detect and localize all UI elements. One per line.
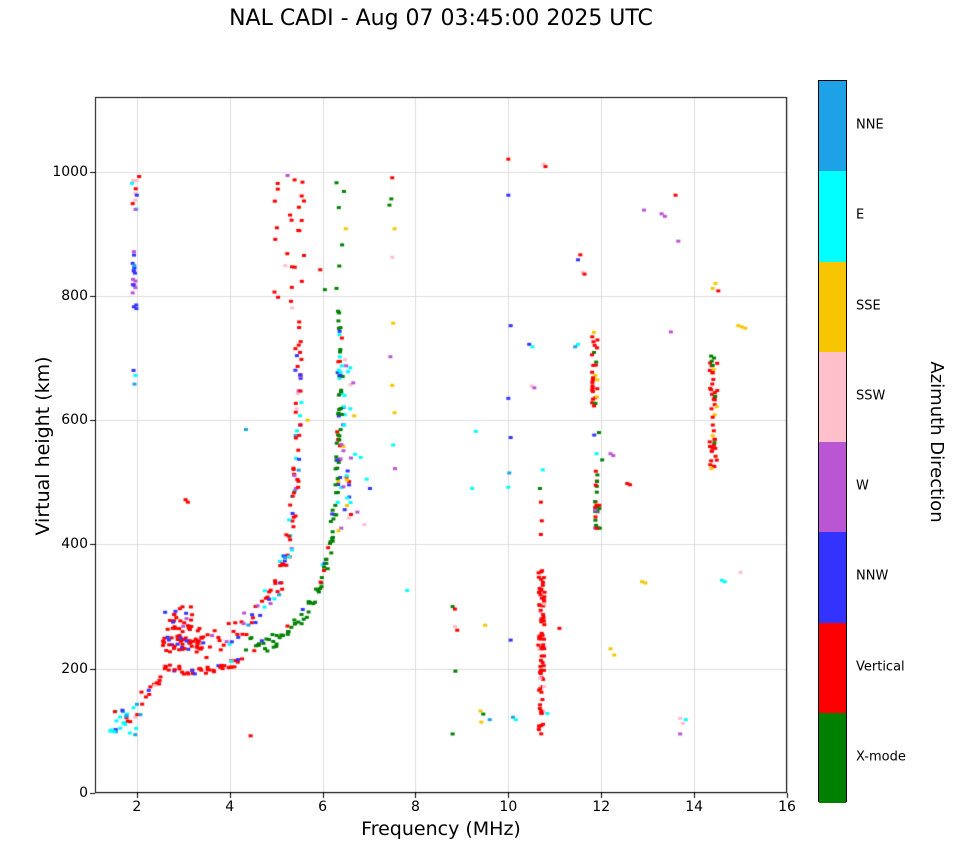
x-tick-label: 14 <box>685 799 704 815</box>
colorbar-label-ssw: SSW <box>856 388 886 404</box>
colorbar-segment-sse <box>819 261 846 352</box>
x-tick-label: 2 <box>132 799 142 815</box>
colorbar-segment-nne <box>819 81 846 172</box>
colorbar-label-sse: SSE <box>856 298 881 314</box>
colorbar-label-nnw: NNW <box>856 568 889 584</box>
y-tick-label: 1000 <box>52 163 88 180</box>
colorbar-label-w: W <box>856 478 869 494</box>
x-axis-label: Frequency (MHz) <box>361 818 521 840</box>
colorbar-title: Azimuth Direction <box>926 361 947 523</box>
y-tick-label: 0 <box>79 785 88 801</box>
x-tick-label: 4 <box>225 799 235 815</box>
x-tick-label: 8 <box>410 799 420 815</box>
x-tick-label: 16 <box>778 799 796 815</box>
colorbar-label-vertical: Vertical <box>856 659 905 675</box>
colorbar-segment-vertical <box>819 622 846 713</box>
colorbar-segment-e <box>819 171 846 262</box>
colorbar-label-e: E <box>856 207 865 223</box>
colorbar-segment-w <box>819 442 846 533</box>
x-tick-label: 12 <box>592 799 611 815</box>
colorbar-segment-x-mode <box>819 712 846 803</box>
colorbar-label-nne: NNE <box>856 117 884 133</box>
x-tick-label: 10 <box>499 799 518 815</box>
colorbar <box>818 80 847 803</box>
colorbar-label-x-mode: X-mode <box>856 749 906 765</box>
y-tick-label: 600 <box>61 412 88 429</box>
y-tick-label: 800 <box>61 287 88 304</box>
y-axis-label: Virtual height (km) <box>32 356 54 536</box>
colorbar-segment-nnw <box>819 532 846 623</box>
y-tick-label: 200 <box>61 660 88 677</box>
x-tick-label: 6 <box>318 799 328 815</box>
chart-title: NAL CADI - Aug 07 03:45:00 2025 UTC <box>229 6 653 31</box>
colorbar-segment-ssw <box>819 351 846 442</box>
y-tick-label: 400 <box>61 536 88 553</box>
